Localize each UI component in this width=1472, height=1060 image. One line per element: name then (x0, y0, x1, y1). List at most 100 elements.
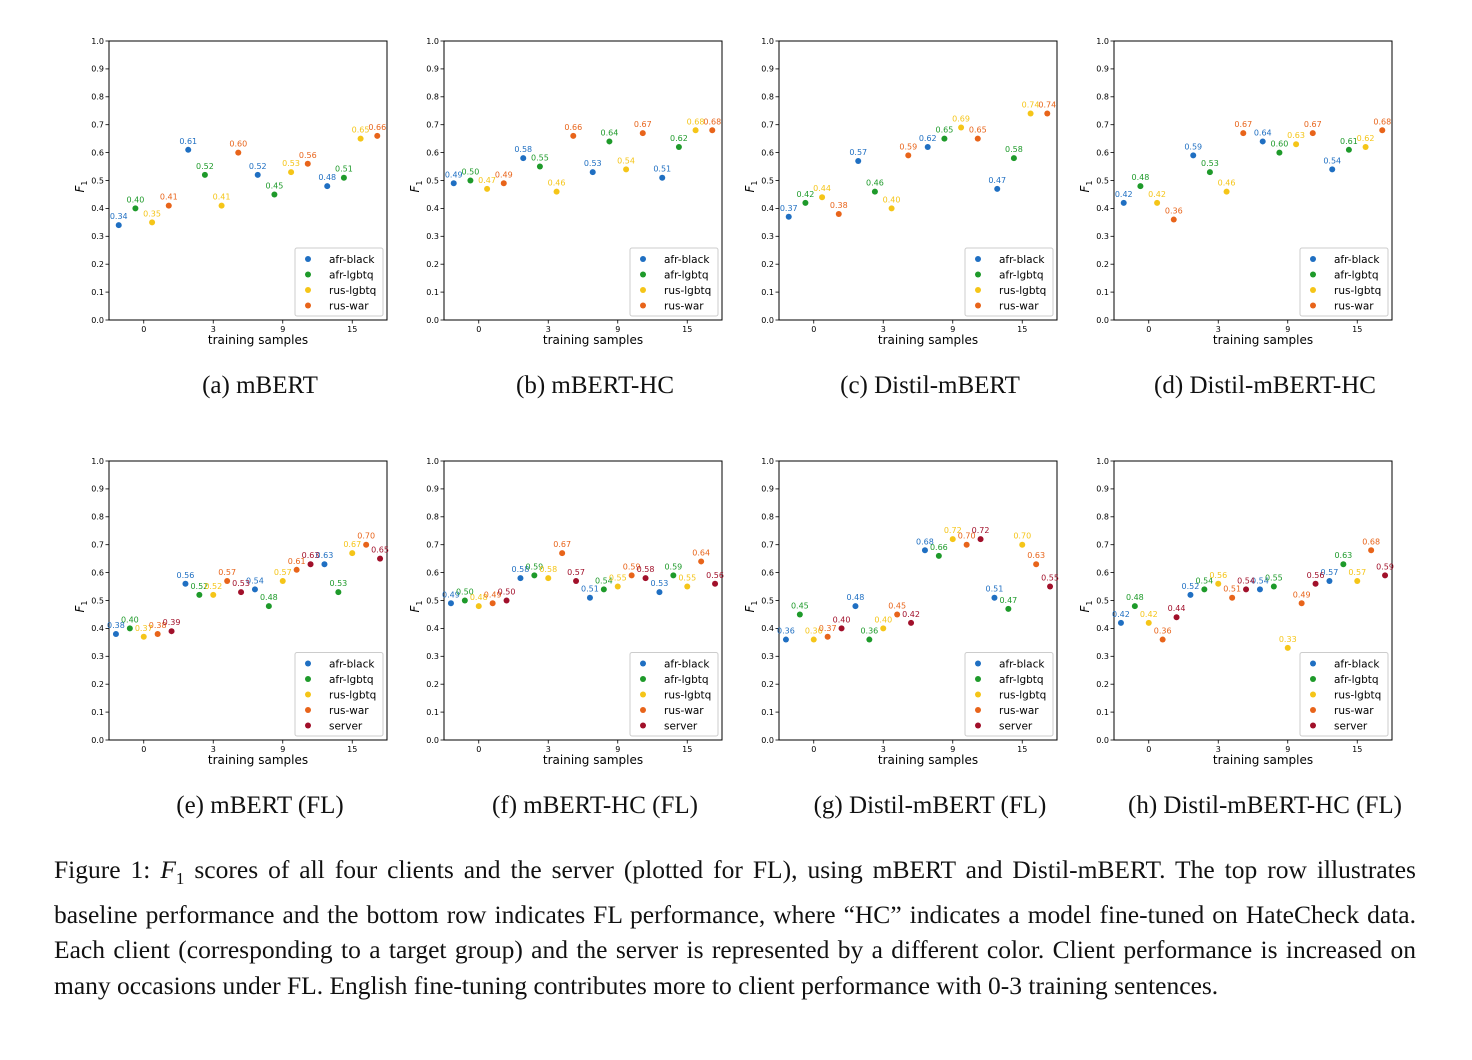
data-label-rus-war: 0.56 (299, 151, 317, 160)
legend-marker-rus-war (305, 707, 311, 713)
data-point-afr-black (1326, 577, 1333, 584)
data-label-rus-lgbtq: 0.68 (687, 117, 705, 126)
data-label-afr-lgbtq: 0.36 (860, 627, 878, 636)
data-point-rus-war (1170, 216, 1177, 223)
legend-label: rus-lgbtq (999, 285, 1046, 297)
legend-marker-afr-lgbtq (640, 676, 646, 682)
x-tick-label: 0 (141, 745, 146, 754)
legend-marker-rus-lgbtq (975, 691, 981, 698)
y-tick-label: 1.0 (761, 37, 774, 46)
legend-marker-rus-lgbtq (975, 287, 981, 293)
data-label-rus-lgbtq: 0.37 (135, 624, 153, 633)
data-point-rus-lgbtq (949, 536, 956, 543)
y-tick-label: 1.0 (1096, 457, 1109, 466)
data-point-afr-lgbtq (1131, 603, 1138, 610)
data-label-rus-lgbtq: 0.35 (143, 209, 161, 218)
data-label-rus-war: 0.49 (495, 170, 513, 179)
data-label-rus-lgbtq: 0.52 (204, 582, 222, 591)
legend-label: afr-lgbtq (329, 674, 374, 686)
y-tick-label: 0.5 (426, 176, 439, 185)
legend-label: rus-war (329, 300, 369, 312)
y-tick-label: 0.9 (1096, 65, 1109, 74)
data-point-rus-war (489, 600, 496, 607)
data-label-rus-war: 0.67 (634, 120, 652, 129)
legend-marker-rus-war (1310, 707, 1316, 713)
data-label-afr-black: 0.51 (581, 585, 599, 594)
subplot-caption: (b) mBERT-HC (516, 372, 674, 399)
data-label-afr-black: 0.54 (1323, 156, 1341, 165)
legend-label: rus-lgbtq (1334, 285, 1381, 297)
data-point-afr-lgbtq (335, 589, 342, 596)
data-point-rus-war (1159, 636, 1166, 643)
legend-label: afr-black (1334, 658, 1380, 670)
data-label-server: 0.50 (498, 588, 516, 597)
legend-box (964, 247, 1054, 317)
data-point-server (712, 580, 719, 587)
legend-marker-afr-black (640, 256, 646, 262)
data-point-rus-war (154, 630, 161, 637)
data-point-rus-war (1240, 130, 1247, 137)
data-label-rus-lgbtq: 0.46 (1218, 179, 1236, 188)
legend-marker-server (1310, 722, 1316, 729)
data-label-rus-war: 0.37 (819, 624, 837, 633)
data-point-rus-war (224, 577, 231, 584)
data-point-rus-lgbtq (623, 166, 630, 173)
data-point-rus-war (1379, 127, 1386, 134)
data-point-afr-lgbtq (201, 171, 208, 178)
legend-marker-server (305, 722, 311, 729)
legend-marker-afr-lgbtq (640, 271, 646, 278)
x-tick-label: 15 (347, 325, 357, 334)
x-tick-label: 0 (1146, 745, 1151, 754)
data-point-rus-war (835, 210, 842, 217)
data-point-server (1382, 572, 1389, 579)
data-label-rus-war: 0.57 (218, 568, 236, 577)
caption-prefix: Figure 1: (54, 855, 161, 884)
y-tick-label: 0.3 (91, 232, 104, 241)
y-tick-label: 0.6 (761, 568, 774, 577)
data-point-afr-black (182, 580, 189, 587)
data-point-server (503, 597, 510, 604)
data-label-rus-war: 0.67 (1234, 120, 1252, 129)
data-point-rus-lgbtq (1293, 141, 1300, 148)
x-tick-label: 15 (1352, 745, 1362, 754)
legend: afr-black afr-lgbtq rus-lgbtq rus-war (964, 247, 1054, 317)
data-point-rus-war (559, 550, 566, 557)
data-label-rus-war: 0.45 (888, 601, 906, 610)
y-tick-label: 0.1 (761, 708, 774, 717)
data-point-afr-black (112, 630, 119, 637)
legend-label: server (999, 720, 1033, 732)
data-label-afr-black: 0.36 (777, 627, 795, 636)
data-point-afr-black (994, 185, 1001, 192)
data-point-rus-war (165, 202, 172, 209)
data-label-rus-war: 0.67 (553, 540, 571, 549)
legend-box (1299, 247, 1389, 317)
legend-label: afr-black (1334, 254, 1380, 266)
y-tick-label: 0.0 (1096, 316, 1109, 325)
legend-label: afr-lgbtq (999, 674, 1044, 686)
y-tick-label: 0.1 (426, 288, 439, 297)
legend-label: afr-black (329, 254, 375, 266)
data-point-rus-lgbtq (545, 575, 552, 582)
caption-f-symbol: F (160, 855, 176, 884)
legend-label: rus-war (1334, 300, 1374, 312)
data-point-rus-lgbtq (1145, 619, 1152, 626)
data-point-afr-lgbtq (866, 636, 873, 643)
data-point-rus-lgbtq (1362, 144, 1369, 151)
data-label-rus-lgbtq: 0.56 (1209, 571, 1227, 580)
data-point-rus-war (1298, 600, 1305, 607)
legend-marker-afr-black (975, 660, 981, 667)
data-label-afr-black: 0.58 (512, 565, 530, 574)
y-tick-label: 0.2 (761, 260, 774, 269)
data-point-afr-lgbtq (606, 138, 613, 145)
caption-f-subscript: 1 (175, 869, 185, 889)
y-tick-label: 0.5 (1096, 596, 1109, 605)
legend-label: rus-war (999, 300, 1039, 312)
data-label-rus-war: 0.68 (1362, 537, 1380, 546)
y-tick-label: 0.7 (761, 121, 774, 130)
data-label-afr-lgbtq: 0.60 (1271, 140, 1289, 149)
data-label-afr-lgbtq: 0.47 (999, 596, 1017, 605)
data-point-afr-lgbtq (196, 591, 203, 598)
x-tick-label: 3 (1216, 745, 1221, 754)
data-point-afr-lgbtq (1005, 605, 1012, 612)
data-label-afr-lgbtq: 0.52 (190, 582, 208, 591)
